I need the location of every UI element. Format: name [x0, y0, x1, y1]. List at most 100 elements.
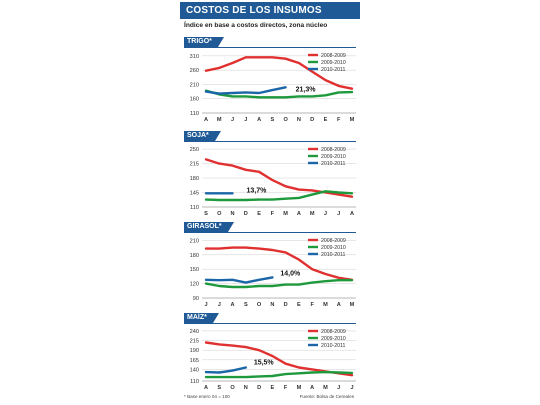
chart-girasol: 90 120 150 180 210 J J A S O N D E F M A M 2008-20092009-…: [190, 238, 356, 308]
y-tick-label: 215: [190, 162, 199, 168]
x-tick-label: F: [310, 302, 314, 308]
y-tick-label: 210: [190, 238, 199, 244]
series-line-2009-2010: [204, 370, 354, 379]
legend-entry: 2010-2011: [321, 343, 346, 349]
y-tick-label: 120: [190, 282, 199, 288]
chart-soja: 110 145 180 215 250 S O N D E F M A M J J A 2008-20092009…: [190, 147, 356, 217]
x-tick-label: M: [297, 385, 302, 391]
x-tick-label: M: [350, 117, 355, 123]
panel-rule: [184, 232, 356, 233]
panel-rule: [184, 47, 356, 48]
x-tick-label: F: [284, 385, 288, 391]
x-tick-label: S: [204, 211, 208, 217]
x-tick-label: S: [244, 302, 248, 308]
x-tick-label: N: [231, 211, 235, 217]
x-tick-label: D: [284, 302, 288, 308]
y-tick-label: 145: [190, 191, 199, 197]
y-tick-label: 180: [190, 176, 199, 182]
y-tick-label: 180: [190, 253, 199, 259]
x-tick-label: J: [204, 302, 207, 308]
y-tick-label: 215: [190, 339, 199, 345]
infographic: COSTOS DE LOS INSUMOS Índice en base a c…: [180, 0, 360, 405]
legend-entry: 2009-2010: [321, 245, 346, 251]
annotation-label: 15,5%: [254, 360, 275, 367]
legend-entry: 2010-2011: [321, 161, 346, 167]
panel-rule: [184, 323, 356, 324]
x-tick-label: M: [283, 211, 288, 217]
infographic-title: COSTOS DE LOS INSUMOS: [180, 2, 360, 19]
panel-title-maiz: MAÍZ*: [184, 313, 219, 323]
x-tick-label: D: [257, 385, 261, 391]
panel-title-girasol: GIRASOL*: [184, 222, 234, 232]
y-tick-label: 140: [190, 367, 199, 373]
annotation-label: 14,0%: [280, 270, 301, 277]
y-tick-label: 310: [190, 54, 199, 60]
x-tick-label: N: [270, 302, 274, 308]
annotation-label: 13,7%: [247, 187, 268, 194]
legend-entry: 2008-2009: [321, 238, 346, 244]
x-tick-label: J: [337, 211, 340, 217]
x-tick-label: M: [310, 211, 315, 217]
series-line-2009-2010: [204, 279, 354, 289]
x-tick-label: F: [337, 117, 341, 123]
x-tick-label: D: [310, 117, 314, 123]
legend-entry: 2010-2011: [321, 252, 346, 258]
x-tick-label: J: [350, 385, 353, 391]
x-tick-label: S: [217, 385, 221, 391]
x-tick-label: A: [350, 211, 354, 217]
panel-title-trigo: TRIGO*: [184, 37, 224, 47]
series-line-2009-2010: [204, 190, 354, 202]
x-tick-label: E: [270, 385, 274, 391]
legend-entry: 2008-2009: [321, 53, 346, 59]
y-tick-label: 210: [190, 82, 199, 88]
y-tick-label: 165: [190, 358, 199, 364]
x-tick-label: O: [283, 117, 288, 123]
x-tick-label: S: [270, 117, 274, 123]
x-tick-label: J: [337, 385, 340, 391]
x-tick-label: N: [297, 117, 301, 123]
y-tick-label: 150: [190, 267, 199, 273]
legend-entry: 2008-2009: [321, 147, 346, 153]
x-tick-label: E: [324, 117, 328, 123]
series-line-2008-2009: [204, 56, 354, 90]
x-tick-label: M: [217, 117, 222, 123]
x-tick-label: A: [310, 385, 314, 391]
legend-entry: 2008-2009: [321, 329, 346, 335]
legend-entry: 2009-2010: [321, 154, 346, 160]
x-tick-label: A: [337, 302, 341, 308]
x-tick-label: O: [257, 302, 262, 308]
x-tick-label: O: [230, 385, 235, 391]
y-tick-label: 110: [190, 111, 199, 117]
series-line-2010-2011: [204, 276, 274, 284]
x-tick-label: A: [297, 211, 301, 217]
series-line-2010-2011: [204, 86, 287, 95]
x-tick-label: J: [324, 211, 327, 217]
y-tick-label: 260: [190, 68, 199, 74]
y-tick-label: 110: [190, 205, 199, 211]
legend-entry: 2009-2010: [321, 60, 346, 66]
series-line-2009-2010: [204, 89, 354, 99]
legend-entry: 2009-2010: [321, 336, 346, 342]
footer-note: * Base enero 04 = 100: [184, 394, 230, 399]
legend-entry: 2010-2011: [321, 67, 346, 73]
y-tick-label: 160: [190, 97, 199, 103]
x-tick-label: N: [244, 385, 248, 391]
x-tick-label: A: [257, 117, 261, 123]
x-tick-label: J: [231, 117, 234, 123]
y-tick-label: 90: [193, 296, 199, 302]
y-tick-label: 240: [190, 329, 199, 335]
x-tick-label: A: [204, 385, 208, 391]
x-tick-label: D: [244, 211, 248, 217]
series-line-2008-2009: [204, 158, 354, 198]
x-tick-label: E: [297, 302, 301, 308]
x-tick-label: A: [204, 117, 208, 123]
x-tick-label: A: [231, 302, 235, 308]
panel-title-soja: SOJA*: [184, 131, 221, 141]
x-tick-label: E: [257, 211, 261, 217]
x-tick-label: M: [323, 385, 328, 391]
series-line-2008-2009: [204, 246, 354, 281]
x-tick-label: F: [271, 211, 275, 217]
y-tick-label: 190: [190, 348, 199, 354]
y-tick-label: 250: [190, 147, 199, 153]
x-tick-label: M: [350, 302, 355, 308]
